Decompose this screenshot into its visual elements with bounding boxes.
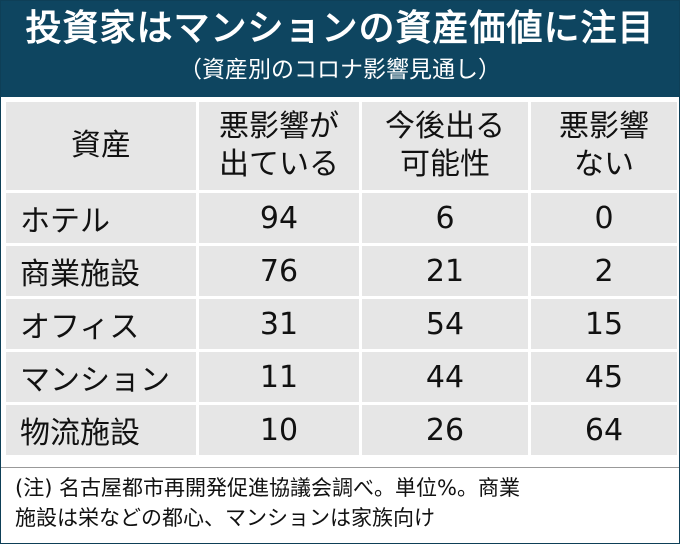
column-header-no-impact: 悪影響 ない [531, 102, 677, 190]
value-possible-future: 26 [362, 405, 528, 455]
value-negative-now: 31 [199, 299, 359, 349]
value-possible-future: 44 [362, 352, 528, 402]
value-possible-future: 54 [362, 299, 528, 349]
value-negative-now: 11 [199, 352, 359, 402]
table-row: マンション 11 44 45 [6, 352, 677, 402]
page-subtitle: （資産別のコロナ影響見通し） [179, 57, 501, 83]
value-possible-future: 6 [362, 193, 528, 243]
table-row: 物流施設 10 26 64 [6, 405, 677, 455]
footnote-line: (注) 名古屋都市再開発促進協議会調べ。単位%。商業 [15, 476, 521, 500]
value-no-impact: 2 [531, 246, 677, 296]
value-no-impact: 45 [531, 352, 677, 402]
footnote: (注) 名古屋都市再開発促進協議会調べ。単位%。商業 施設は栄などの都心、マンシ… [15, 473, 669, 533]
header-banner: 投資家はマンションの資産価値に注目 （資産別のコロナ影響見通し） [1, 1, 679, 97]
table-row: オフィス 31 54 15 [6, 299, 677, 349]
value-no-impact: 0 [531, 193, 677, 243]
asset-name: ホテル [6, 193, 196, 243]
column-header-line: ない [574, 147, 634, 182]
asset-name: オフィス [6, 299, 196, 349]
column-header-line: 悪影響が [219, 109, 339, 144]
value-no-impact: 64 [531, 405, 677, 455]
table-row: ホテル 94 6 0 [6, 193, 677, 243]
column-header-line: 資産 [71, 128, 131, 163]
column-header-line: 出ている [219, 147, 339, 182]
divider [1, 467, 679, 468]
column-header-line: 可能性 [400, 147, 490, 182]
column-header-possible-future: 今後出る 可能性 [362, 102, 528, 190]
column-header-line: 今後出る [385, 109, 505, 144]
column-header-negative-now: 悪影響が 出ている [199, 102, 359, 190]
footnote-line: 施設は栄などの都心、マンションは家族向け [15, 506, 435, 530]
page-title: 投資家はマンションの資産価値に注目 [25, 8, 655, 49]
value-negative-now: 10 [199, 405, 359, 455]
value-negative-now: 94 [199, 193, 359, 243]
table-header-row: 資産 悪影響が 出ている 今後出る 可能性 悪影響 ない [6, 102, 677, 190]
asset-name: マンション [6, 352, 196, 402]
impact-table: 資産 悪影響が 出ている 今後出る 可能性 悪影響 ない ホテル 94 [3, 99, 680, 458]
value-possible-future: 21 [362, 246, 528, 296]
column-header-asset: 資産 [6, 102, 196, 190]
table-row: 商業施設 76 21 2 [6, 246, 677, 296]
asset-name: 商業施設 [6, 246, 196, 296]
value-negative-now: 76 [199, 246, 359, 296]
value-no-impact: 15 [531, 299, 677, 349]
asset-name: 物流施設 [6, 405, 196, 455]
column-header-line: 悪影響 [559, 109, 649, 144]
